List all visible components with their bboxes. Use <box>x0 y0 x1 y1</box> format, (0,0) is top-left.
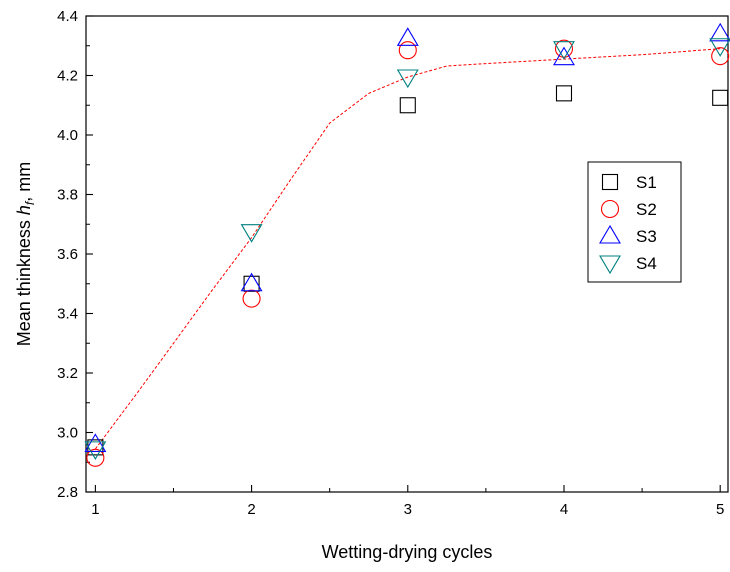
y-tick-label: 4.2 <box>57 68 78 85</box>
point-s3 <box>709 22 730 42</box>
ticks: 1 2 3 4 5 2.8 3.0 3.2 3.4 3.6 3.8 4.0 4.2 4.4 <box>57 8 724 518</box>
y-axis-title: Mean thinkness hf, mm <box>14 162 37 346</box>
point-s3 <box>240 272 263 292</box>
y-tick-label: 2.8 <box>57 484 78 501</box>
markers <box>84 22 730 467</box>
y-tick-label: 4.4 <box>57 8 78 25</box>
legend-label-s4: S4 <box>636 254 657 273</box>
trend-line <box>94 48 721 450</box>
x-tick-label: 4 <box>560 501 568 518</box>
point-s4 <box>84 441 107 460</box>
legend-label-s3: S3 <box>636 227 657 246</box>
point-s2 <box>86 448 105 467</box>
point-s1 <box>555 85 573 102</box>
y-axis-title-var: h <box>14 205 34 215</box>
point-s4 <box>709 38 730 57</box>
point-s2 <box>554 39 574 58</box>
point-s4 <box>553 41 575 60</box>
y-axis-title-sub: f <box>23 200 37 205</box>
y-tick-label: 4.0 <box>57 127 78 144</box>
x-tick-label: 2 <box>247 501 255 518</box>
point-s1 <box>712 89 729 106</box>
legend-label-s2: S2 <box>636 200 657 219</box>
y-tick-label: 3.2 <box>57 365 78 382</box>
x-tick-label: 3 <box>404 501 412 518</box>
point-s3 <box>84 433 107 452</box>
point-s3 <box>553 46 575 66</box>
y-tick-label: 3.0 <box>57 425 78 442</box>
point-s1 <box>399 97 416 114</box>
point-s2 <box>242 289 261 308</box>
point-s4 <box>240 224 263 243</box>
legend: S1 S2 S3 S4 <box>587 161 682 283</box>
legend-label-s1: S1 <box>636 173 657 192</box>
legend-marker-s2 <box>600 199 620 219</box>
legend-marker-s4 <box>599 255 621 275</box>
trend-line-group <box>94 48 721 450</box>
y-tick-label: 3.4 <box>57 306 78 323</box>
x-tick-label: 1 <box>91 501 99 518</box>
legend-marker-s1 <box>601 173 619 191</box>
x-tick-label: 5 <box>716 501 724 518</box>
y-tick-label: 3.6 <box>57 246 78 263</box>
point-s2 <box>711 47 730 66</box>
point-s3 <box>396 27 419 46</box>
point-s4 <box>396 69 419 89</box>
y-axis-title-prefix: Mean thinkness <box>14 215 34 346</box>
y-tick-label: 3.8 <box>57 187 78 204</box>
x-axis-title: Wetting-drying cycles <box>322 542 493 562</box>
point-s2 <box>398 41 417 60</box>
legend-marker-s3 <box>599 224 621 244</box>
y-axis-title-suffix: , mm <box>14 162 34 202</box>
